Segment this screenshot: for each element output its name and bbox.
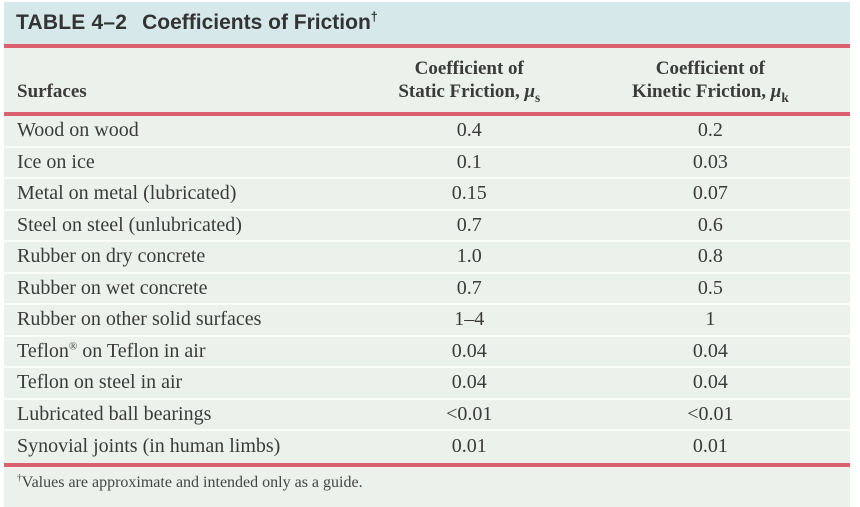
static-value-cell: <0.01 [446,402,493,425]
kinetic-value-cell: 0.5 [697,276,723,299]
static-value-cell: 0.04 [451,339,487,362]
surface-cell: Metal on metal (lubricated) [17,182,237,205]
registered-trademark-symbol: ® [68,340,78,353]
table-row: Rubber on wet concrete 0.7 0.5 [4,273,850,305]
top-red-rule [4,44,850,48]
surface-cell: Rubber on wet concrete [17,276,208,299]
kinetic-value-cell: 0.03 [692,150,728,173]
title-dagger: † [370,10,378,24]
table-body: Wood on wood 0.4 0.2 Ice on ice 0.1 0.03… [4,116,850,463]
bottom-red-rule [4,462,850,467]
static-value-cell: 1–4 [454,308,485,331]
table-row: Lubricated ball bearings <0.01 <0.01 [4,399,850,431]
kinetic-value-cell: 0.04 [692,339,728,362]
table-row: Rubber on other solid surfaces 1–4 1 [4,305,850,337]
table-row: Synovial joints (in human limbs) 0.01 0.… [4,431,850,463]
table-row: Ice on ice 0.1 0.03 [4,147,850,179]
surface-cell: Teflon® on Teflon in air [17,339,206,362]
static-friction-column-header: Coefficient of Static Friction, μs [398,57,541,105]
kinetic-value-cell: <0.01 [687,402,734,425]
surface-cell: Rubber on dry concrete [17,245,206,268]
surface-cell: Lubricated ball bearings [17,402,212,425]
static-value-cell: 0.1 [456,150,482,173]
static-value-cell: 0.4 [456,119,482,142]
kinetic-friction-column-header: Coefficient of Kinetic Friction, μk [632,57,789,105]
static-value-cell: 0.01 [451,435,487,458]
static-value-cell: 0.04 [451,371,487,394]
header-red-rule [4,112,850,116]
surface-cell: Rubber on other solid surfaces [17,308,262,331]
table-row: Steel on steel (unlubricated) 0.7 0.6 [4,210,850,242]
surfaces-column-header: Surfaces [17,80,87,102]
kinetic-value-cell: 0.04 [692,371,728,394]
kinetic-value-cell: 0.8 [697,245,723,268]
table-row: Wood on wood 0.4 0.2 [4,116,850,148]
table-row: Metal on metal (lubricated) 0.15 0.07 [4,179,850,211]
surface-cell: Ice on ice [17,150,95,173]
kinetic-value-cell: 1 [705,308,716,331]
table-title-bar: TABLE 4–2 Coefficients of Friction† [4,2,850,44]
mu-symbol: μ [524,80,536,102]
surface-cell: Steel on steel (unlubricated) [17,213,242,236]
mu-symbol: μ [770,80,782,102]
surface-cell: Wood on wood [17,119,139,142]
table-row: Rubber on dry concrete 1.0 0.8 [4,242,850,274]
table-footnote: †Values are approximate and intended onl… [4,466,850,507]
kinetic-value-cell: 0.2 [697,119,723,142]
kinetic-value-cell: 0.6 [697,213,723,236]
kinetic-value-cell: 0.07 [692,182,728,205]
static-value-cell: 1.0 [456,245,482,268]
column-header-row: Surfaces Coefficient of Static Friction,… [4,48,850,112]
mu-subscript-k: k [781,89,789,105]
static-value-cell: 0.15 [451,182,487,205]
table-number: TABLE 4–2 [16,11,128,34]
kinetic-value-cell: 0.01 [692,435,728,458]
footnote-dagger: † [17,472,22,484]
surface-cell: Teflon on steel in air [17,371,183,394]
static-value-cell: 0.7 [456,276,482,299]
friction-table: TABLE 4–2 Coefficients of Friction† Surf… [4,2,850,507]
table-row: Teflon on steel in air 0.04 0.04 [4,368,850,400]
table-title: Coefficients of Friction† [142,10,378,34]
surface-cell: Synovial joints (in human limbs) [17,435,281,458]
static-value-cell: 0.7 [456,213,482,236]
table-row: Teflon® on Teflon in air 0.04 0.04 [4,336,850,368]
mu-subscript-s: s [535,89,541,105]
